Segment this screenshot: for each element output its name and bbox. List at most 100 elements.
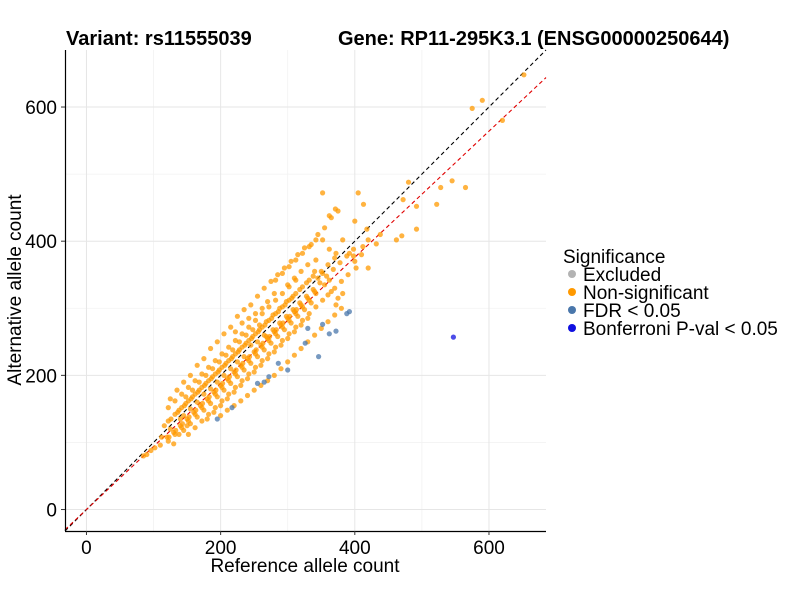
point-fdr-0-05: [326, 331, 332, 337]
point-non-significant: [271, 290, 277, 297]
point-non-significant: [204, 416, 210, 422]
point-non-significant: [232, 337, 238, 344]
point-fdr-0-05: [285, 367, 291, 373]
point-non-significant: [194, 414, 200, 420]
point-non-significant: [360, 244, 366, 250]
point-non-significant: [221, 331, 227, 337]
point-non-significant: [332, 255, 338, 261]
point-non-significant: [333, 302, 339, 308]
point-non-significant: [335, 208, 341, 214]
point-fdr-0-05: [302, 340, 308, 346]
point-non-significant: [183, 394, 189, 400]
point-non-significant: [240, 360, 246, 366]
point-non-significant: [238, 398, 244, 404]
point-non-significant: [364, 226, 370, 232]
point-non-significant: [159, 434, 165, 440]
point-non-significant: [261, 285, 267, 291]
legend-title: Significance: [563, 247, 665, 268]
point-non-significant: [301, 307, 308, 313]
point-non-significant: [259, 358, 265, 364]
point-fdr-0-05: [305, 325, 311, 331]
point-fdr-0-05: [266, 374, 272, 380]
point-non-significant: [226, 344, 232, 350]
point-non-significant: [252, 311, 259, 317]
point-non-significant: [353, 265, 359, 271]
point-non-significant: [193, 407, 199, 413]
point-non-significant: [288, 258, 294, 264]
point-non-significant: [219, 398, 225, 404]
point-non-significant: [218, 413, 224, 419]
point-non-significant: [320, 190, 326, 196]
point-non-significant: [244, 376, 251, 382]
point-non-significant: [521, 72, 527, 78]
legend-key-2: [568, 306, 576, 314]
point-non-significant: [206, 364, 212, 370]
point-non-significant: [186, 414, 192, 420]
chart-title-gene: Gene: RP11-295K3.1 (ENSG00000250644): [338, 28, 729, 50]
reference-line-fit: [64, 77, 547, 531]
point-non-significant: [243, 332, 249, 338]
point-non-significant: [305, 262, 311, 268]
point-non-significant: [148, 447, 154, 454]
point-non-significant: [218, 403, 224, 409]
legend-label: Excluded: [583, 265, 661, 286]
point-non-significant: [266, 351, 272, 357]
point-non-significant: [161, 423, 167, 429]
point-non-significant: [152, 445, 158, 451]
point-non-significant: [350, 246, 357, 252]
point-non-significant: [213, 387, 219, 393]
point-non-significant: [234, 359, 240, 365]
point-non-significant: [286, 331, 292, 337]
point-non-significant: [246, 324, 252, 330]
point-non-significant: [265, 299, 271, 305]
point-non-significant: [250, 327, 256, 333]
point-non-significant: [226, 374, 232, 380]
point-non-significant: [230, 347, 236, 353]
point-fdr-0-05: [344, 311, 350, 317]
point-non-significant: [317, 280, 323, 286]
point-non-significant: [208, 345, 214, 352]
point-non-significant: [206, 411, 212, 417]
point-non-significant: [295, 252, 301, 258]
point-non-significant: [469, 105, 475, 111]
x-tick-label: 600: [473, 538, 505, 559]
point-non-significant: [222, 362, 228, 368]
point-non-significant: [228, 324, 234, 330]
point-non-significant: [298, 302, 304, 308]
point-non-significant: [258, 362, 264, 368]
point-non-significant: [210, 366, 216, 372]
point-non-significant: [340, 290, 346, 297]
point-non-significant: [358, 252, 365, 258]
x-tick-label: 400: [339, 538, 371, 559]
point-non-significant: [195, 389, 201, 395]
point-fdr-0-05: [214, 416, 220, 422]
point-non-significant: [203, 372, 209, 378]
point-non-significant: [232, 384, 238, 390]
point-non-significant: [171, 441, 177, 447]
point-non-significant: [226, 391, 232, 397]
point-non-significant: [313, 257, 319, 263]
point-non-significant: [318, 325, 324, 331]
point-non-significant: [215, 369, 221, 375]
point-non-significant: [232, 329, 238, 335]
point-non-significant: [360, 201, 367, 207]
point-non-significant: [238, 382, 244, 388]
point-non-significant: [254, 339, 261, 345]
point-non-significant: [281, 327, 287, 333]
point-non-significant: [216, 359, 222, 365]
point-non-significant: [187, 406, 193, 412]
point-non-significant: [291, 275, 297, 281]
point-non-significant: [285, 282, 291, 288]
point-non-significant: [306, 311, 312, 317]
point-non-significant: [337, 260, 343, 266]
point-non-significant: [228, 366, 234, 372]
point-non-significant: [266, 304, 272, 310]
x-tick-label: 0: [81, 538, 92, 559]
point-non-significant: [271, 349, 277, 355]
point-fdr-0-05: [261, 379, 267, 385]
point-non-significant: [285, 335, 291, 342]
point-non-significant: [189, 387, 196, 393]
point-non-significant: [308, 300, 314, 306]
point-non-significant: [499, 117, 505, 123]
legend-label: Bonferroni P-val < 0.05: [583, 319, 778, 340]
